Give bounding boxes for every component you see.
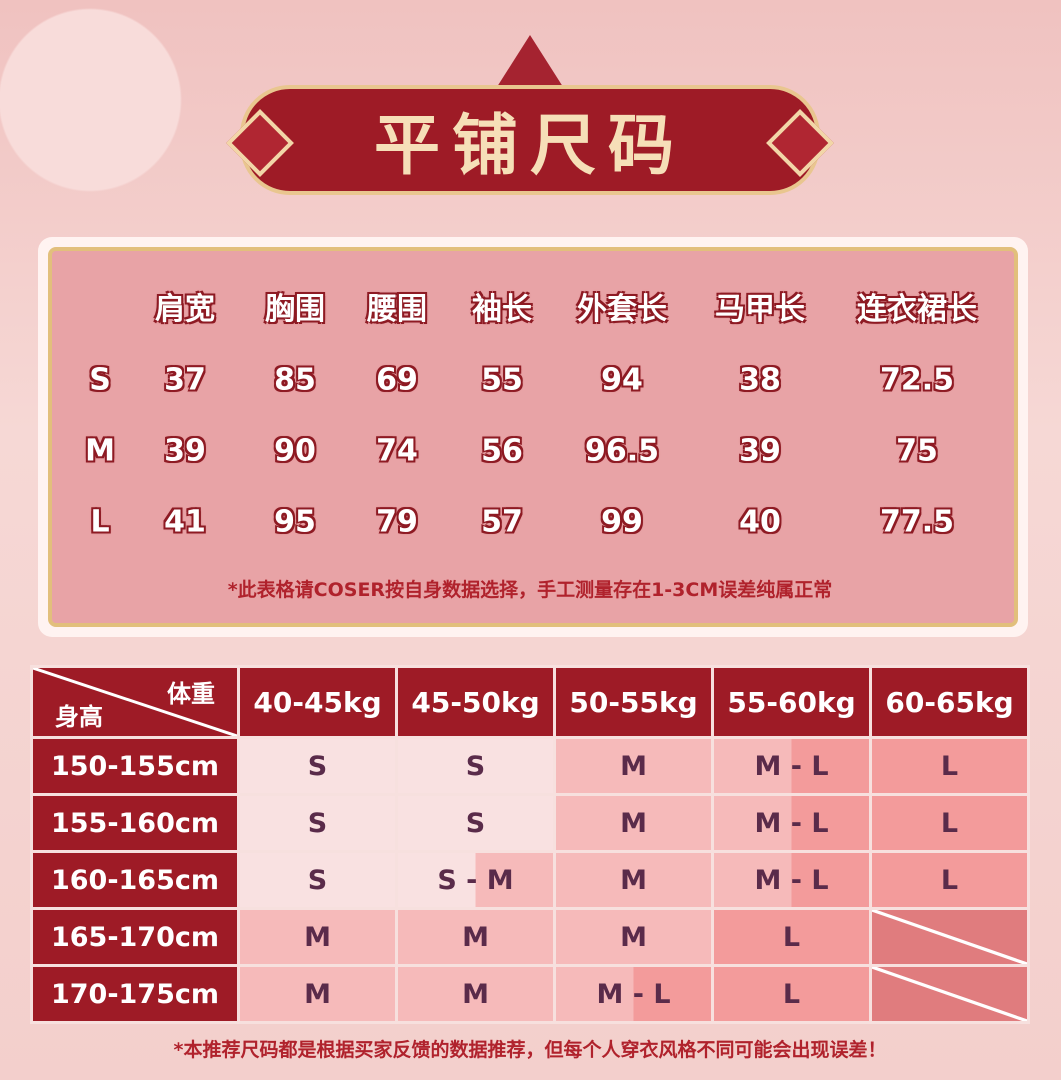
size-label: L [90, 504, 110, 540]
size-cell: S - M [398, 853, 553, 907]
measure-cell: 39 [739, 433, 781, 469]
size-cell: S [240, 853, 395, 907]
empty-cell [872, 967, 1027, 1021]
size-cell: M [556, 853, 711, 907]
measure-cell: 55 [481, 362, 523, 398]
diagonal-line [33, 668, 237, 736]
height-label: 150-155cm [33, 739, 237, 793]
measure-cell: 40 [739, 504, 781, 540]
size-cell: M - L [714, 739, 869, 793]
size-cell: M [398, 910, 553, 964]
column-header: 连衣裙长 [857, 292, 977, 327]
page-title: 平铺尺码 [374, 106, 686, 184]
measure-cell: 37 [164, 362, 206, 398]
weight-header: 40-45kg [240, 668, 395, 736]
recommend-note: *本推荐尺码都是根据买家反馈的数据推荐，但每个人穿衣风格不同可能会出现误差！ [173, 1039, 887, 1061]
size-cell: L [872, 853, 1027, 907]
size-cell: M - L [714, 853, 869, 907]
size-label: M [85, 433, 115, 469]
column-header: 外套长 [577, 292, 667, 327]
measurement-panel-inner [48, 247, 1018, 627]
size-label: S [89, 362, 111, 398]
size-cell: M [240, 910, 395, 964]
weight-header: 45-50kg [398, 668, 553, 736]
weight-header: 50-55kg [556, 668, 711, 736]
column-header: 马甲长 [715, 292, 805, 327]
column-header: 袖长 [472, 292, 532, 327]
size-cell: M [240, 967, 395, 1021]
size-cell: L [872, 796, 1027, 850]
size-cell: L [872, 739, 1027, 793]
measure-cell: 75 [896, 433, 938, 469]
size-cell: M [556, 739, 711, 793]
measure-cell: 72.5 [879, 362, 955, 398]
size-cell: M [556, 796, 711, 850]
size-cell: S [398, 739, 553, 793]
weight-header: 60-65kg [872, 668, 1027, 736]
size-cell: M - L [556, 967, 711, 1021]
size-cell: S [398, 796, 553, 850]
measure-cell: 94 [601, 362, 643, 398]
measure-cell: 38 [739, 362, 781, 398]
height-label: 160-165cm [33, 853, 237, 907]
weight-header: 55-60kg [714, 668, 869, 736]
height-label: 155-160cm [33, 796, 237, 850]
measure-cell: 90 [274, 433, 316, 469]
empty-cell [872, 910, 1027, 964]
size-cell: M [556, 910, 711, 964]
diagonal-line [872, 967, 1027, 1021]
column-header: 腰围 [367, 292, 427, 327]
weight-label: 体重 [167, 680, 215, 708]
size-cell: S [240, 796, 395, 850]
diagonal-line [872, 910, 1027, 964]
measure-cell: 95 [274, 504, 316, 540]
measure-cell: 69 [376, 362, 418, 398]
size-cell: L [714, 967, 869, 1021]
measure-cell: 77.5 [879, 504, 955, 540]
column-header: 胸围 [265, 292, 325, 327]
measurement-panel [38, 237, 1028, 637]
measure-cell: 96.5 [584, 433, 660, 469]
measure-cell: 56 [481, 433, 523, 469]
height-label: 165-170cm [33, 910, 237, 964]
measure-cell: 79 [376, 504, 418, 540]
measure-cell: 57 [481, 504, 523, 540]
measure-cell: 41 [164, 504, 206, 540]
measure-cell: 85 [274, 362, 316, 398]
height-label: 身高 [55, 703, 103, 731]
size-cell: M - L [714, 796, 869, 850]
measure-cell: 99 [601, 504, 643, 540]
title-banner: 平铺尺码 [240, 85, 820, 195]
size-cell: L [714, 910, 869, 964]
height-label: 170-175cm [33, 967, 237, 1021]
measure-cell: 39 [164, 433, 206, 469]
measurement-note: *此表格请COSER按自身数据选择，手工测量存在1-3CM误差纯属正常 [227, 579, 833, 601]
recommend-table: 体重 身高 40-45kg 45-50kg 50-55kg 55-60kg 60-65kg 1… [30, 665, 1030, 1024]
column-header: 肩宽 [155, 292, 215, 327]
corner-cell: 体重身高 [33, 668, 237, 736]
measure-cell: 74 [376, 433, 418, 469]
size-cell: S [240, 739, 395, 793]
size-cell: M [398, 967, 553, 1021]
